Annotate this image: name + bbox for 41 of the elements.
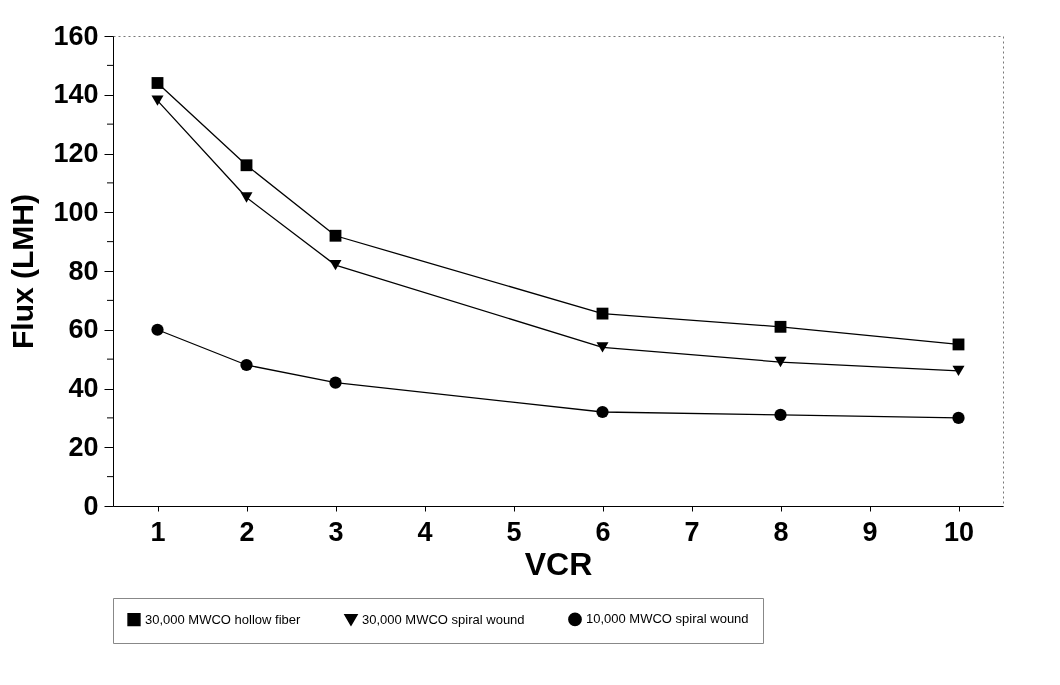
x-tick-label: 2 (239, 516, 255, 547)
y-tick-label: 120 (53, 138, 99, 168)
x-tick-label: 3 (328, 516, 344, 547)
y-tick-label: 160 (53, 20, 99, 51)
x-tick-label: 9 (862, 516, 878, 547)
x-tick-label: 1 (150, 516, 166, 547)
point (774, 356, 787, 368)
point (240, 358, 253, 372)
point (240, 159, 253, 172)
y-tick-label: 60 (68, 314, 99, 345)
point (596, 307, 609, 320)
x-tick-label: 7 (684, 516, 700, 547)
point (329, 229, 342, 242)
point (151, 95, 164, 106)
x-tick-label: 10 (943, 516, 975, 547)
point (596, 342, 609, 353)
point (329, 376, 342, 389)
point (151, 77, 164, 89)
legend-label: 30,000 MWCO hollow fiber (145, 611, 302, 627)
y-tick-label: 20 (68, 431, 99, 462)
point (774, 320, 787, 333)
y-tick-label: 40 (68, 373, 99, 403)
x-tick-label: 6 (595, 516, 611, 547)
point (596, 405, 609, 419)
y-tick-label: 0 (83, 490, 99, 521)
point (774, 408, 787, 422)
x-tick-label: 4 (417, 516, 433, 547)
legend-label: 30,000 MWCO spiral wound (362, 611, 525, 627)
x-axis-title: VCR (524, 545, 593, 582)
y-axis-title: Flux (LMH) (6, 194, 40, 349)
point (329, 259, 342, 271)
x-tick-label: 5 (506, 516, 522, 547)
y-tick-label: 80 (68, 255, 99, 286)
y-tick-label: 140 (53, 79, 99, 110)
x-tick-label: 8 (773, 516, 789, 547)
legend-label: 10,000 MWCO spiral wound (586, 611, 749, 627)
point (952, 411, 965, 424)
point (240, 192, 253, 203)
y-tick-label: 100 (53, 196, 99, 227)
point (952, 365, 965, 377)
point (151, 323, 164, 336)
